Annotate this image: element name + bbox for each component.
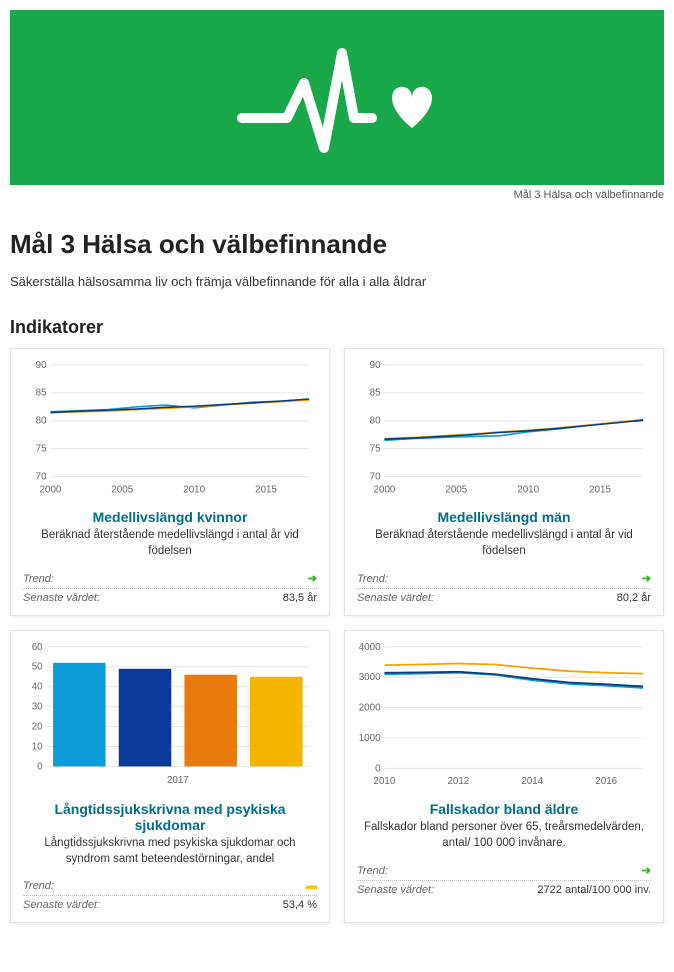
indicator-card: 70 75 80 85 90 2000 2005 2010 2015 Medellivsläng… (10, 348, 330, 616)
card-description: Fallskador bland personer över 65, treår… (357, 820, 651, 851)
svg-text:50: 50 (32, 662, 43, 673)
svg-text:0: 0 (37, 762, 43, 773)
svg-text:2012: 2012 (447, 776, 469, 787)
svg-text:10: 10 (32, 742, 43, 753)
trend-label: Trend: (357, 573, 388, 585)
svg-text:2010: 2010 (183, 484, 205, 495)
latest-value: 53,4 % (283, 899, 317, 911)
latest-value: 80,2 år (617, 592, 651, 604)
svg-text:2010: 2010 (374, 776, 396, 787)
svg-text:2005: 2005 (111, 484, 133, 495)
svg-text:0: 0 (375, 764, 381, 775)
svg-text:1000: 1000 (359, 733, 381, 744)
svg-text:4000: 4000 (359, 642, 381, 653)
svg-text:85: 85 (36, 388, 47, 399)
svg-text:2010: 2010 (517, 484, 539, 495)
indicator-card: 70 75 80 85 90 2000 2005 2010 2015 Medellivsläng… (344, 348, 664, 616)
trend-flat-icon: ▬ (306, 880, 317, 892)
card-title-link[interactable]: Långtidssjukskrivna med psykiska sjukdom… (23, 801, 317, 833)
trend-arrow-icon: ➔ (308, 572, 317, 585)
latest-value-label: Senaste värdet: (23, 592, 100, 604)
svg-text:70: 70 (370, 472, 381, 483)
svg-text:30: 30 (32, 702, 43, 713)
latest-value: 2722 antal/100 000 inv. (537, 884, 651, 896)
card-description: Beräknad återstående medellivslängd i an… (357, 528, 651, 559)
latest-value-label: Senaste värdet: (357, 592, 434, 604)
svg-text:2000: 2000 (40, 484, 62, 495)
svg-text:2015: 2015 (589, 484, 611, 495)
svg-text:2014: 2014 (521, 776, 543, 787)
chart-bar: 0 10 20 30 40 50 60 2017 (23, 641, 317, 793)
trend-label: Trend: (23, 573, 54, 585)
svg-text:2016: 2016 (595, 776, 617, 787)
latest-value-label: Senaste värdet: (357, 884, 434, 896)
svg-text:2000: 2000 (374, 484, 396, 495)
indicator-card: 0 10 20 30 40 50 60 2017 Långtidssjukskrivna me… (10, 630, 330, 923)
indicator-cards-grid: 70758085902000200520102015 Medellivsläng… (10, 348, 664, 923)
page-subtitle: Säkerställa hälsosamma liv och främja vä… (10, 274, 664, 289)
svg-text:3000: 3000 (359, 672, 381, 683)
svg-text:2005: 2005 (445, 484, 467, 495)
banner-caption: Mål 3 Hälsa och välbefinnande (10, 189, 664, 201)
svg-text:75: 75 (370, 444, 381, 455)
svg-text:2015: 2015 (255, 484, 277, 495)
trend-arrow-icon: ➔ (642, 864, 651, 877)
svg-text:85: 85 (370, 388, 381, 399)
svg-text:90: 90 (36, 360, 47, 371)
card-title-link[interactable]: Medellivslängd män (357, 509, 651, 525)
latest-value: 83,5 år (283, 592, 317, 604)
trend-label: Trend: (357, 865, 388, 877)
section-title: Indikatorer (10, 317, 664, 338)
trend-arrow-icon: ➔ (642, 572, 651, 585)
trend-label: Trend: (23, 880, 54, 892)
card-description: Långtidssjukskrivna med psykiska sjukdom… (23, 836, 317, 867)
chart-line: 70 75 80 85 90 2000 2005 2010 2015 (357, 359, 651, 501)
svg-text:75: 75 (36, 444, 47, 455)
svg-text:20: 20 (32, 722, 43, 733)
chart-line: 0 1000 2000 3000 4000 2010 2012 2014 2016 (357, 641, 651, 793)
chart-line: 70 75 80 85 90 2000 2005 2010 2015 (23, 359, 317, 501)
card-title-link[interactable]: Medellivslängd kvinnor (23, 509, 317, 525)
svg-text:80: 80 (36, 416, 47, 427)
svg-text:70: 70 (36, 472, 47, 483)
svg-text:40: 40 (32, 682, 43, 693)
svg-text:2017: 2017 (167, 775, 189, 786)
card-title-link[interactable]: Fallskador bland äldre (357, 801, 651, 817)
svg-text:80: 80 (370, 416, 381, 427)
latest-value-label: Senaste värdet: (23, 899, 100, 911)
page-title: Mål 3 Hälsa och välbefinnande (10, 229, 664, 260)
svg-text:2000: 2000 (359, 703, 381, 714)
svg-text:60: 60 (32, 642, 43, 653)
card-description: Beräknad återstående medellivslängd i an… (23, 528, 317, 559)
health-heartbeat-icon (232, 28, 442, 168)
svg-text:90: 90 (370, 360, 381, 371)
indicator-card: 0 1000 2000 3000 4000 2010 2012 2014 2016 Fallsk… (344, 630, 664, 923)
hero-banner (10, 10, 664, 185)
